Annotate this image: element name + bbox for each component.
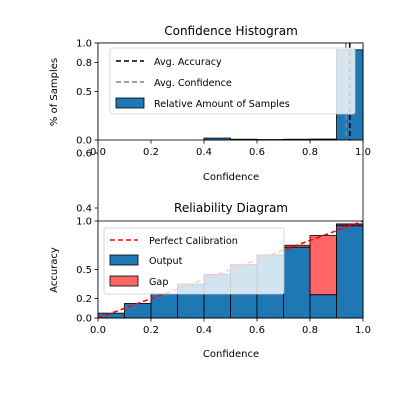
legend-output-label: Output (149, 256, 183, 267)
x-tick-label: 0.2 (143, 325, 159, 336)
output-bar (283, 246, 311, 319)
y-tick-label: 0.5 (76, 265, 92, 276)
histogram-legend-box (109, 47, 356, 115)
reliability-title: Reliability Diagram (174, 201, 288, 215)
y-tick-label: 0.8 (76, 58, 92, 69)
histogram-ylabel: % of Samples (49, 58, 60, 126)
output-bar (309, 294, 337, 319)
gap-bar (309, 235, 337, 296)
reliability-xlabel: Confidence (203, 349, 259, 360)
reliability-ylabel: Accuracy (49, 247, 60, 293)
y-tick-label: 1.0 (76, 39, 92, 50)
x-tick-label: 1.0 (355, 147, 371, 158)
histogram-xlabel: Confidence (203, 172, 259, 183)
histogram-title: Confidence Histogram (164, 24, 298, 38)
output-bar (336, 223, 364, 319)
legend-perfect-calibration-label: Perfect Calibration (149, 236, 238, 247)
y-tick-label: 0.2 (76, 294, 92, 305)
x-tick-label: 0.4 (196, 147, 212, 158)
y-tick-label: 0.0 (76, 136, 92, 147)
x-tick-label: 0.0 (90, 325, 106, 336)
background-y-tick-label: 0.4 (76, 204, 92, 215)
x-tick-label: 1.0 (355, 325, 371, 336)
legend-gap-label: Gap (149, 277, 168, 288)
x-tick-label: 0.8 (302, 147, 318, 158)
x-tick-label: 0.8 (302, 325, 318, 336)
x-tick-label: 0.0 (90, 147, 106, 158)
legend-relative-amount-label: Relative Amount of Samples (154, 99, 290, 110)
y-tick-label: 0.5 (76, 87, 92, 98)
legend-gap-swatch (109, 275, 139, 287)
confidence-histogram-axes: 0.0 0.2 0.4 0.6 0.8 1.0 0.0 0.5 0.8 1.0 (76, 39, 371, 159)
reliability-diagram-axes: 0.0 0.2 0.4 0.6 0.8 1.0 0.0 0.2 0.5 1.0 (76, 217, 371, 337)
y-tick-label: 0.0 (76, 314, 92, 325)
x-tick-label: 0.4 (196, 325, 212, 336)
legend-avg-accuracy-label: Avg. Accuracy (154, 57, 222, 68)
x-tick-label: 0.6 (249, 325, 265, 336)
perfect-calibration-line (97, 220, 364, 319)
x-tick-label: 0.6 (249, 147, 265, 158)
x-tick-label: 0.2 (143, 147, 159, 158)
output-bar (124, 303, 152, 319)
output-bar (150, 293, 178, 319)
reliability-legend-box (103, 227, 285, 295)
histogram-legend: Avg. Accuracy Avg. Confidence Relative A… (109, 47, 356, 115)
legend-avg-confidence-label: Avg. Confidence (154, 78, 232, 89)
background-y-tick-label: 0.6 (76, 149, 92, 160)
y-tick-label: 1.0 (76, 217, 92, 228)
legend-relative-amount-swatch (115, 97, 145, 109)
legend-output-swatch (109, 254, 139, 266)
reliability-legend: Perfect Calibration Output Gap (103, 227, 285, 295)
